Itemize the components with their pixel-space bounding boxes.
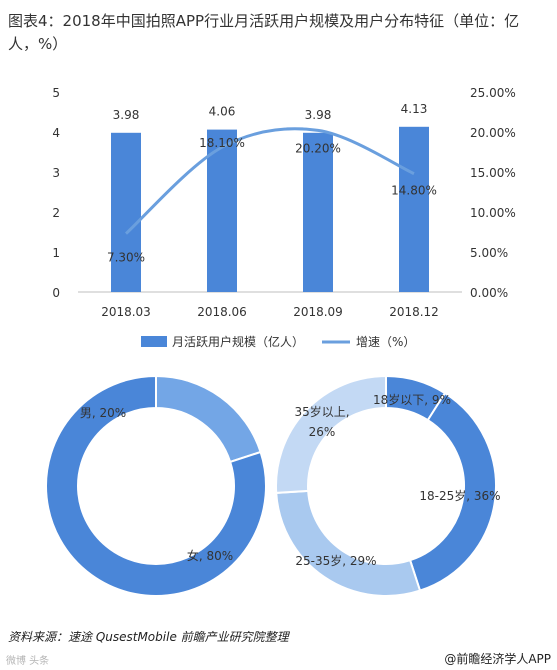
x-axis-tick-label: 2018.03 (101, 305, 151, 319)
y-axis-tick-label: 3 (52, 166, 60, 180)
donut-slice-label-line: 26% (309, 425, 336, 439)
growth-rate-line (124, 127, 415, 235)
bar (303, 132, 333, 292)
bar-value-label: 3.98 (113, 108, 140, 122)
line-value-label: 20.20% (295, 141, 341, 155)
y2-axis-tick-label: 5.00% (470, 246, 508, 260)
y-axis-tick-label: 5 (52, 86, 60, 100)
bar (207, 129, 237, 292)
donut-slice (275, 374, 387, 494)
legend-line-label: 增速（%） (356, 335, 415, 349)
x-axis-tick-label: 2018.06 (197, 305, 247, 319)
gender-donut-chart: 男, 20% 女, 80% (45, 374, 267, 597)
credit-label: @前瞻经济学人APP (444, 652, 551, 666)
donut-slice (275, 489, 422, 597)
line-value-label: 7.30% (107, 251, 145, 265)
legend-bar-label: 月活跃用户规模（亿人） (172, 334, 304, 349)
source-note: 资料来源：速途 QusestMobile 前瞻产业研究院整理 (8, 630, 289, 644)
donut-slice-label: 25-35岁, 29% (295, 553, 376, 568)
y-axis-tick-label: 4 (52, 126, 60, 140)
donut-slice-label: 女, 80% (187, 548, 233, 563)
y2-axis-tick-label: 20.00% (470, 126, 516, 140)
x-axis-tick-label: 2018.12 (389, 305, 439, 319)
bar-value-label: 4.06 (209, 105, 236, 119)
donut-slice-label-line: 18岁以下, 9% (373, 392, 451, 407)
donut-slice-label: 男, 20% (80, 406, 126, 420)
y2-axis-tick-label: 10.00% (470, 206, 516, 220)
donut-slice (45, 374, 267, 597)
line-value-label: 14.80% (391, 184, 437, 198)
bar (399, 126, 429, 292)
weibo-watermark: 微博 头条 (6, 656, 50, 667)
donut-slice-label: 18岁以下, 9% (373, 392, 451, 407)
donut-slice (408, 391, 497, 592)
x-axis-tick-label: 2018.09 (293, 305, 343, 319)
donut-slice-label-line: 25-35岁, 29% (295, 553, 376, 568)
y2-axis-tick-label: 15.00% (470, 166, 516, 180)
line-value-label: 18.10% (199, 136, 245, 150)
chart-title: 图表4：2018年中国拍照APP行业月活跃用户规模及用户分布特征（单位：亿人，%… (8, 12, 520, 53)
donut-slice-label: 35岁以上, 26% (294, 404, 349, 439)
donut-slice (155, 374, 262, 464)
donut-slice-label-line: 女, 80% (187, 548, 233, 563)
donut-slice-label: 18-25岁, 36% (419, 488, 500, 503)
combo-bar-line-chart: 0 1 2 3 4 5 0.00% 5.00% 10.00% 15.00% 20.00% 25.00%… (52, 86, 515, 319)
donut-slice-label-line: 35岁以上, (294, 404, 349, 419)
chart-legend: 月活跃用户规模（亿人） 增速（%） (141, 334, 415, 349)
y2-axis-tick-label: 25.00% (470, 86, 516, 100)
age-donut-chart: 18岁以下, 9% 18-25岁, 36% 25-35岁, 29% 35岁以上, 26% (275, 374, 501, 597)
donut-slice-label-line: 18-25岁, 36% (419, 488, 500, 503)
bar-value-label: 3.98 (305, 108, 332, 122)
y-axis-tick-label: 2 (52, 206, 60, 220)
bar-value-label: 4.13 (401, 102, 428, 116)
y-axis-tick-label: 1 (52, 246, 60, 260)
y-axis-tick-label: 0 (52, 286, 60, 300)
y2-axis-tick-label: 0.00% (470, 286, 508, 300)
donut-slice-label-line: 男, 20% (80, 406, 126, 420)
bar (111, 132, 141, 292)
legend-bar-swatch (141, 336, 167, 347)
